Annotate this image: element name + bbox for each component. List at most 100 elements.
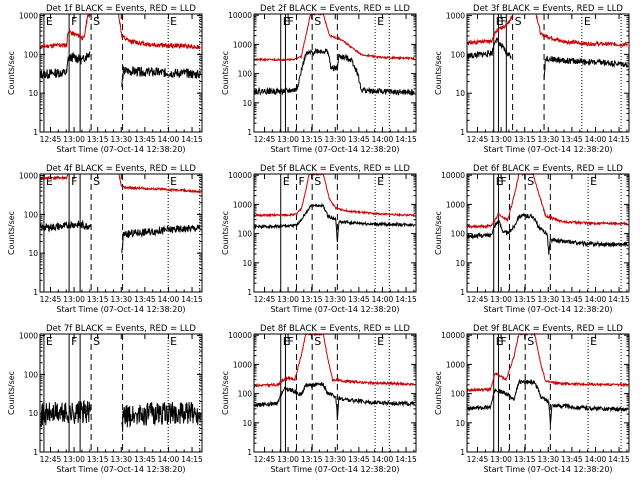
y-tick-label: 1000	[233, 360, 252, 369]
lld-series-line	[466, 13, 514, 46]
x-tick-label: 12:45	[40, 135, 62, 144]
marker-label: E	[377, 175, 384, 188]
events-series-line	[39, 399, 91, 427]
x-tick-label: 14:15	[395, 455, 417, 464]
chart-panel-3: Det 3f BLACK = Events, RED = LLD Counts/s…	[434, 4, 630, 154]
x-tick-label: 14:15	[608, 455, 630, 464]
events-series-line	[253, 381, 415, 420]
x-tick-label: 14:15	[608, 295, 630, 304]
plot-frame	[466, 13, 630, 133]
x-tick-label: 14:00	[158, 295, 180, 304]
marker-label: F	[287, 335, 293, 348]
marker-label: E	[496, 335, 503, 348]
lld-series-line	[253, 172, 415, 218]
events-series-line	[466, 36, 512, 61]
marker-label: S	[527, 175, 534, 188]
x-tick-label: 14:00	[372, 455, 394, 464]
y-tick-label: 1000	[19, 12, 38, 21]
x-tick-label: 14:00	[585, 135, 607, 144]
x-tick-label: 14:15	[608, 135, 630, 144]
y-tick-label: 1	[247, 128, 252, 137]
x-tick-label: 12:45	[467, 455, 489, 464]
events-series-line	[121, 66, 201, 88]
x-tick-label: 13:45	[134, 135, 156, 144]
events-series-line	[543, 55, 628, 81]
lld-series-line	[118, 13, 201, 50]
y-tick-label: 1	[460, 288, 465, 297]
lld-series-line	[466, 172, 628, 230]
x-tick-label: 14:00	[585, 295, 607, 304]
marker-label: E	[170, 335, 177, 348]
plot-frame	[39, 173, 203, 293]
marker-label: E	[283, 15, 290, 28]
y-tick-label: 10000	[441, 331, 465, 340]
x-tick-label: 13:00	[490, 295, 512, 304]
x-tick-label: 13:15	[87, 135, 109, 144]
y-tick-label: 10	[28, 409, 38, 418]
marker-label: E	[377, 15, 384, 28]
x-tick-label: 14:15	[181, 295, 203, 304]
y-tick-label: 100	[238, 70, 253, 79]
x-tick-label: 13:30	[110, 135, 132, 144]
x-tick-label: 13:15	[301, 135, 323, 144]
x-tick-label: 13:00	[63, 295, 85, 304]
lld-series-line	[253, 332, 415, 389]
x-tick-label: 12:45	[40, 295, 62, 304]
chart-panel-2: Det 2f BLACK = Events, RED = LLD Counts/s…	[221, 4, 417, 154]
marker-label: E	[170, 175, 177, 188]
x-tick-label: 13:00	[490, 455, 512, 464]
y-tick-label: 1	[33, 448, 38, 457]
chart-title: Det 6f BLACK = Events, RED = LLD	[473, 164, 623, 174]
x-tick-label: 12:45	[467, 295, 489, 304]
events-series-line	[253, 47, 415, 96]
marker-label: E	[496, 15, 503, 28]
marker-label: E	[170, 15, 177, 28]
x-tick-label: 13:45	[348, 135, 370, 144]
marker-label: F	[298, 175, 304, 188]
lld-series-line	[466, 332, 628, 393]
chart-title: Det 9f BLACK = Events, RED = LLD	[473, 324, 623, 334]
x-axis-label: Start Time (07-Oct-14 12:38:20)	[56, 465, 185, 474]
x-tick-label: 14:00	[372, 295, 394, 304]
y-tick-label: 1000	[446, 200, 465, 209]
y-axis-label: Counts/sec	[434, 371, 443, 415]
x-axis-label: Start Time (07-Oct-14 12:38:20)	[483, 145, 612, 154]
y-tick-label: 10	[242, 419, 252, 428]
x-axis-label: Start Time (07-Oct-14 12:38:20)	[483, 305, 612, 314]
y-tick-label: 1000	[19, 332, 38, 341]
chart-title: Det 8f BLACK = Events, RED = LLD	[260, 324, 410, 334]
marker-label: S	[527, 335, 534, 348]
y-tick-label: 1000	[233, 200, 252, 209]
x-axis-label: Start Time (07-Oct-14 12:38:20)	[270, 465, 399, 474]
chart-title: Det 4f BLACK = Events, RED = LLD	[46, 164, 196, 174]
events-series-line	[39, 51, 91, 80]
y-tick-label: 1000	[446, 360, 465, 369]
x-tick-label: 14:15	[395, 135, 417, 144]
marker-label: F	[71, 15, 77, 28]
x-tick-label: 13:15	[514, 135, 536, 144]
x-tick-label: 14:15	[181, 455, 203, 464]
chart-panel-5: Det 5f BLACK = Events, RED = LLD Counts/s…	[221, 164, 417, 314]
x-tick-label: 13:30	[110, 295, 132, 304]
y-tick-label: 100	[24, 50, 39, 59]
x-axis-label: Start Time (07-Oct-14 12:38:20)	[56, 305, 185, 314]
x-tick-label: 12:45	[40, 455, 62, 464]
lld-series-line	[39, 173, 69, 181]
x-axis-label: Start Time (07-Oct-14 12:38:20)	[270, 305, 399, 314]
events-series-line	[121, 224, 201, 254]
x-tick-label: 13:45	[561, 295, 583, 304]
marker-label: F	[500, 175, 506, 188]
plot-frame	[466, 333, 630, 453]
y-tick-label: 1000	[446, 12, 465, 21]
marker-label: F	[71, 335, 77, 348]
x-tick-label: 13:45	[348, 295, 370, 304]
x-tick-label: 13:00	[277, 295, 299, 304]
marker-label: S	[93, 15, 100, 28]
